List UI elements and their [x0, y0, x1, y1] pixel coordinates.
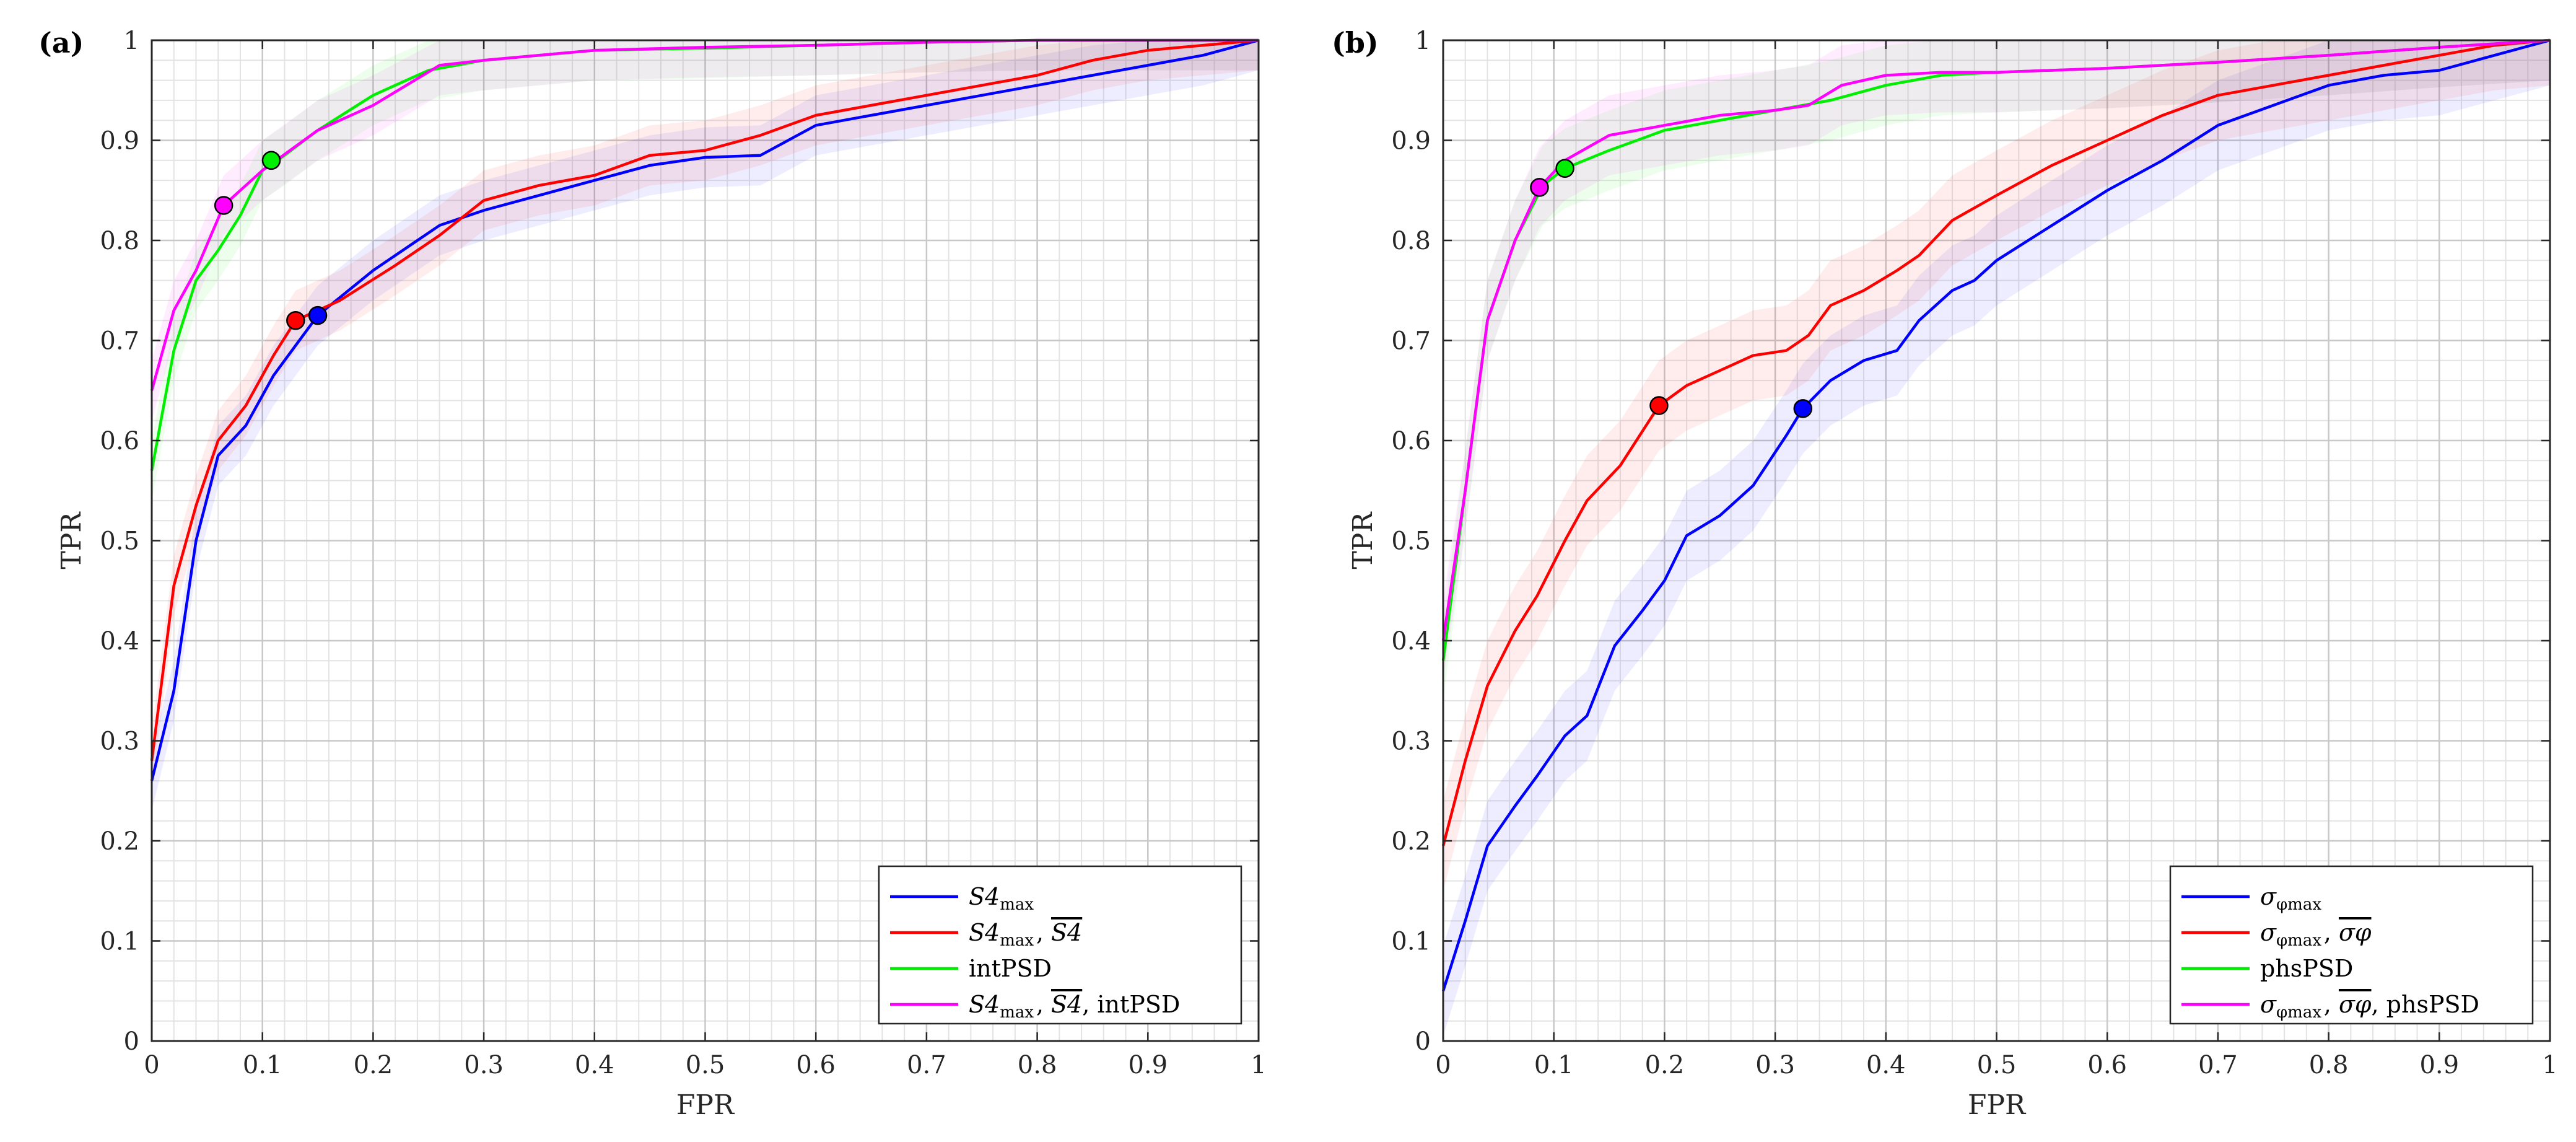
confidence-band-series-2	[152, 40, 1259, 791]
series-line-4	[1441, 38, 2551, 641]
legend-label-4: σφmax , σφ, phsPSD	[2260, 991, 2479, 1022]
x-tick-label: 0	[144, 1051, 159, 1079]
legend-label-2: σφmax , σφ	[2260, 919, 2372, 950]
y-tick-label: 0.1	[1391, 928, 1431, 956]
y-tick-label: 0	[1415, 1027, 1431, 1056]
y-axis-label: TPR	[1347, 511, 1379, 569]
x-tick-label: 0.2	[1645, 1051, 1685, 1079]
y-tick-label: 0.5	[1391, 527, 1431, 556]
operating-point-marker-3	[1555, 159, 1574, 178]
x-axis-label: FPR	[1968, 1089, 2027, 1121]
y-tick-label: 0.4	[100, 627, 139, 656]
x-tick-label: 1	[2542, 1051, 2557, 1079]
x-tick-label: 0.2	[354, 1051, 393, 1079]
x-tick-label: 0.5	[686, 1051, 725, 1079]
confidence-band-series-1	[1443, 40, 2550, 1036]
x-tick-label: 0.3	[1755, 1051, 1795, 1079]
series-line-2	[1441, 38, 2551, 846]
y-tick-label: 0.6	[1391, 427, 1431, 455]
series-line-1	[1441, 38, 2551, 991]
x-tick-label: 0.8	[1018, 1051, 1057, 1079]
y-tick-label: 0.7	[1391, 327, 1431, 356]
x-tick-label: 0.1	[1534, 1051, 1574, 1079]
y-tick-label: 0.4	[1391, 627, 1431, 656]
legend: σφmax σφmax , σφ phsPSD σφmax , σφ, phsPSD	[2169, 865, 2534, 1025]
legend-box	[2169, 865, 2534, 1025]
x-tick-label: 0.9	[2419, 1051, 2459, 1079]
operating-point-marker-1	[1793, 399, 1813, 418]
operating-point-marker-4	[1530, 178, 1549, 197]
x-tick-label: 0.6	[2087, 1051, 2127, 1079]
legend-label-4: S4max , S4, intPSD	[969, 991, 1180, 1022]
x-tick-label: 0.7	[907, 1051, 946, 1079]
series-line-1	[150, 38, 1259, 781]
operating-point-marker-3	[261, 151, 281, 170]
operating-point-marker-4	[214, 196, 234, 215]
x-tick-label: 0.5	[1977, 1051, 2017, 1079]
y-tick-label: 0.9	[100, 127, 139, 156]
panel-a: (a) 0 0.1 0.2 0.3 0.4 0.5 0.6 0.7 0.8 0.9 1 0 0.1 0.2 0…	[38, 26, 1267, 1121]
y-tick-label: 0.1	[100, 928, 139, 956]
legend-label-1: S4max	[969, 883, 1036, 914]
panel-label: (a)	[38, 26, 84, 59]
series-line-2	[150, 38, 1259, 762]
legend-label-1: σφmax	[2260, 883, 2324, 914]
panel-label: (b)	[1332, 26, 1379, 59]
y-tick-label: 0.9	[1391, 127, 1431, 156]
x-tick-label: 1	[1251, 1051, 1266, 1079]
legend: S4max S4max , S4 intPSD S4max , S4, intPSD	[878, 865, 1242, 1025]
y-tick-label: 0.8	[1391, 227, 1431, 255]
x-tick-label: 0.4	[575, 1051, 614, 1079]
x-tick-label: 0.9	[1128, 1051, 1168, 1079]
legend-box	[878, 865, 1242, 1025]
y-tick-label: 0.7	[100, 327, 139, 356]
x-tick-label: 0.1	[243, 1051, 282, 1079]
y-axis-label: TPR	[56, 511, 87, 569]
y-tick-label: 1	[124, 27, 139, 55]
y-tick-label: 0.6	[100, 427, 139, 455]
series-line-4	[150, 38, 1259, 391]
confidence-band-series-2	[1443, 40, 2550, 891]
operating-point-marker-1	[308, 305, 328, 325]
legend-label-3: phsPSD	[2260, 955, 2353, 982]
y-tick-label: 0.3	[1391, 727, 1431, 756]
y-tick-label: 0.2	[1391, 827, 1431, 856]
y-tick-label: 0.5	[100, 527, 139, 556]
y-tick-label: 0	[124, 1027, 139, 1056]
x-tick-label: 0	[1435, 1051, 1451, 1079]
panel-b: (b) 0 0.1 0.2 0.3 0.4 0.5 0.6 0.7 0.8 0.9 1 0 0.1 0.2 0…	[1332, 26, 2558, 1121]
x-tick-label: 0.3	[464, 1051, 504, 1079]
operating-point-marker-2	[286, 310, 305, 330]
x-axis-label: FPR	[676, 1089, 735, 1121]
operating-point-marker-2	[1649, 396, 1669, 415]
y-tick-label: 0.3	[100, 727, 139, 756]
legend-label-2: S4max , S4	[969, 919, 1082, 950]
x-tick-label: 0.6	[796, 1051, 836, 1079]
y-tick-label: 0.8	[100, 227, 139, 255]
x-tick-label: 0.7	[2198, 1051, 2238, 1079]
x-tick-label: 0.4	[1866, 1051, 1906, 1079]
y-tick-label: 0.2	[100, 827, 139, 856]
x-tick-label: 0.8	[2309, 1051, 2349, 1079]
legend-label-3: intPSD	[969, 955, 1052, 982]
y-tick-label: 1	[1415, 27, 1431, 55]
